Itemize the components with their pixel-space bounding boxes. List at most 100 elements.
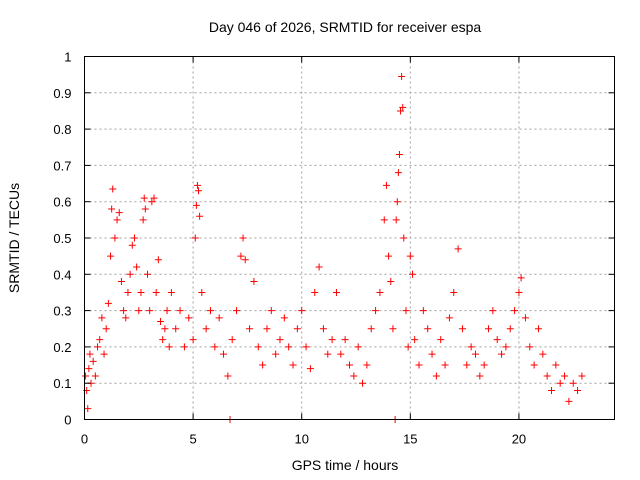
chart-title: Day 046 of 2026, SRMTID for receiver esp… [209,19,482,35]
data-point [404,343,412,351]
data-point [289,361,297,369]
data-point [139,216,147,224]
data-point [161,325,169,333]
data-point [211,343,219,351]
data-point [193,181,201,189]
data-point [165,343,173,351]
data-point [376,288,384,296]
data-point [393,198,401,206]
data-point [146,307,154,315]
data-point [82,372,90,380]
data-point [511,307,519,315]
data-point [141,205,149,213]
data-point [113,216,121,224]
data-point [534,325,542,333]
data-point [191,234,199,242]
data-point [367,325,375,333]
data-point [450,288,458,296]
x-tick-label: 5 [189,432,196,447]
data-point [350,372,358,380]
data-point [328,336,336,344]
data-point [392,216,400,224]
data-point [506,325,514,333]
data-point [515,288,523,296]
data-point [159,336,167,344]
data-point [424,325,432,333]
x-tick-label: 15 [403,432,417,447]
y-axis-label: SRMTID / TECUs [6,183,22,293]
data-points [82,72,586,423]
y-tick-label: 0 [64,413,71,428]
data-point [354,343,362,351]
data-point [380,216,388,224]
x-tick-label: 10 [294,432,308,447]
grid-lines [84,56,615,420]
data-point [117,278,125,286]
data-point [387,278,395,286]
data-point [167,288,175,296]
data-point [259,361,267,369]
data-point [315,263,323,271]
data-point [102,325,110,333]
data-point [157,317,165,325]
y-tick-label: 0.7 [53,158,71,173]
data-point [517,274,525,282]
y-tick-label: 0.6 [53,195,71,210]
data-point [415,361,423,369]
data-point [122,314,130,322]
data-point [202,325,210,333]
data-point [135,307,143,315]
y-tick-label: 0.8 [53,122,71,137]
data-point [398,72,406,80]
data-point [192,201,200,209]
data-point [280,314,288,322]
data-point [180,343,188,351]
data-point [346,361,353,369]
data-point [140,194,148,202]
data-point [237,252,245,260]
data-point [359,379,367,387]
data-point [91,372,99,380]
data-point [143,270,151,278]
data-point [539,350,547,358]
data-point [502,343,510,351]
data-point [332,288,340,296]
data-point [100,350,108,358]
data-point [454,245,462,253]
data-point [285,343,293,351]
data-point [389,325,397,333]
data-point [569,379,577,387]
data-point [89,357,97,365]
data-point [126,270,134,278]
data-point [337,350,345,358]
data-point [198,288,206,296]
data-point [411,336,419,344]
x-tick-label: 0 [81,432,88,447]
data-point [196,212,204,220]
data-point [128,241,136,249]
data-point [120,307,128,315]
data-point [476,372,484,380]
x-tick-labels: 0 5 10 15 20 [81,432,526,447]
data-point [86,350,94,358]
data-point [254,343,262,351]
data-point [306,365,314,373]
data-point [133,263,141,271]
data-point [552,361,560,369]
y-tick-label: 1 [64,50,71,65]
data-point [471,350,479,358]
data-point [150,194,158,202]
data-point [85,365,93,373]
data-point [408,270,416,278]
data-point [293,325,301,333]
data-point [98,314,106,322]
data-point [272,350,280,358]
data-point [521,314,529,322]
data-point [441,361,449,369]
data-point [463,361,471,369]
data-point [104,299,112,307]
data-point [341,336,349,344]
data-point [195,187,203,195]
data-point [561,372,569,380]
